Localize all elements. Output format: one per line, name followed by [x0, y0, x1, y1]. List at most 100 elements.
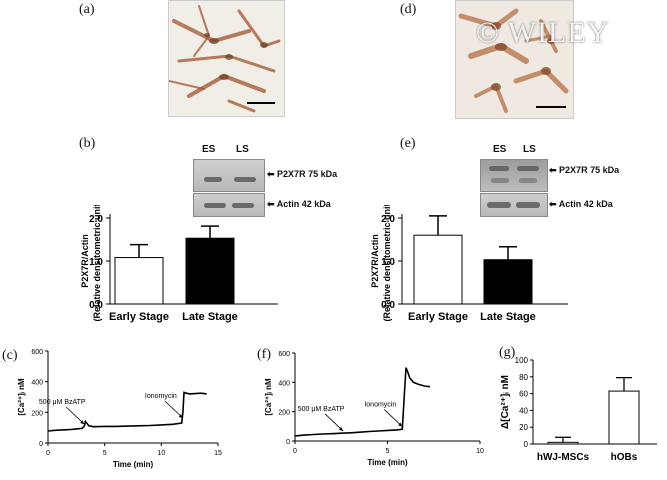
y-tick-label: 200 [31, 410, 43, 417]
panel-label-c: (c) [2, 348, 18, 363]
y-axis-label: P2X7R/Actin [370, 234, 380, 288]
blot-e-band-5 [487, 202, 511, 208]
x-tick-label: 5 [103, 450, 107, 457]
chart-f: 0 200 400 600 0 5 10 Time (min) [Ca²⁺]ᵢ nM 500 μM… [264, 351, 484, 467]
blot-e-label-p2x7r: ⬅ P2X7R 75 kDa [549, 165, 620, 175]
annotation-arrow [324, 413, 344, 432]
chart-b: 0.0 1.0 2.0 P2X7R/Actin (Relative densitomet… [80, 205, 278, 323]
blot-b-lane-ls: LS [236, 144, 249, 155]
x-category-label: hWJ-MSCs [537, 452, 590, 463]
y-tick-label: 200 [278, 410, 290, 417]
y-tick-label: 400 [278, 380, 290, 387]
bar [483, 259, 533, 305]
annotation-arrow [384, 409, 403, 427]
x-category-label: Early Stage [109, 311, 169, 323]
blot-b-label-p2x7r-text: P2X7R 75 kDa [277, 169, 338, 179]
y-axis-label: P2X7R/Actin [80, 234, 90, 288]
y-tick-label: 0 [39, 441, 43, 448]
cell-stain-image-d [458, 8, 569, 113]
x-axis-label: Time (min) [113, 460, 154, 469]
y-tick-label: 400 [31, 380, 43, 387]
y-tick-label: 20 [519, 423, 528, 432]
blot-b-band-3 [204, 203, 226, 208]
x-axis-label: Time (min) [367, 458, 408, 467]
blot-e-label-actin: ⬅ Actin 42 kDa [549, 199, 613, 209]
annotation-arrowhead [398, 422, 403, 427]
chart-g: 0 20 40 60 80 100 Δ[Ca²⁺]ᵢ nM hWJ-MSCs hOBs [500, 356, 657, 463]
blot-e-band-6 [516, 202, 540, 208]
blot-b-label-actin-text: Actin 42 kDa [276, 199, 331, 209]
y-tick-label: 80 [519, 373, 528, 382]
blot-e-lane-ls: LS [523, 144, 536, 155]
blot-e-band-3 [491, 178, 509, 183]
blot-b-band-2 [234, 177, 256, 182]
bar [413, 234, 463, 305]
chart-c: 0 200 400 600 0 5 10 15 Time (min) [Ca²⁺]ᵢ nM 500 … [17, 349, 222, 469]
y-axis-label: [Ca²⁺]ᵢ nM [17, 378, 26, 416]
y-tick-label: 0.0 [381, 300, 395, 311]
blot-e-band-1 [489, 166, 509, 171]
annotation-label: Ionomycin [145, 393, 177, 400]
y-tick-label: 1.0 [89, 257, 103, 268]
cell-stain-image-a [169, 5, 281, 113]
x-tick-label: 10 [157, 450, 165, 457]
y-tick-label: 0 [524, 440, 529, 449]
blot-e-label-actin-text: Actin 42 kDa [558, 199, 613, 209]
y-tick-label: 0 [286, 439, 290, 446]
x-tick-label: 0 [46, 450, 50, 457]
x-tick-label: 0 [293, 448, 297, 455]
blot-b-band-4 [232, 203, 254, 208]
y-axis-label: Δ[Ca²⁺]ᵢ nM [500, 375, 511, 429]
micrograph-d [455, 0, 574, 119]
annotation-label: 500 μM BzATP [298, 406, 345, 413]
y-tick-label: 100 [515, 356, 529, 365]
wiley-watermark: © WILEY [476, 16, 610, 49]
y-tick-label: 600 [31, 349, 43, 356]
y-tick-label: 2.0 [381, 214, 395, 225]
panel-label-g: (g) [499, 345, 516, 360]
blot-b-lane-es: ES [202, 144, 216, 155]
panel-label-b: (b) [79, 136, 96, 151]
x-tick-label: 15 [214, 450, 222, 457]
calcium-trace [294, 367, 431, 437]
x-category-label: Late Stage [182, 311, 238, 323]
annotation-label: Ionomycin [364, 402, 396, 409]
y-axis-label: (Relative densitometric unit) [92, 205, 102, 322]
bar [547, 441, 579, 445]
panel-label-e: (e) [400, 136, 416, 151]
blot-b-band-1 [204, 177, 222, 182]
blot-b-p2x7r-strip [193, 159, 265, 192]
micrograph-a [168, 0, 285, 117]
panel-label-f: (f) [257, 347, 271, 362]
x-category-label: Early Stage [408, 311, 468, 323]
x-category-label: hOBs [611, 452, 638, 463]
x-tick-label: 10 [476, 448, 484, 455]
annotation-label: 500 μM BzATP [39, 399, 86, 406]
blot-e-actin-strip [480, 193, 548, 217]
bar [185, 237, 235, 305]
panel-label-a: (a) [79, 2, 95, 17]
blot-e-band-2 [517, 166, 539, 171]
bar [114, 257, 164, 305]
panel-label-d: (d) [400, 2, 417, 17]
annotation-arrowhead [80, 420, 85, 425]
bar [608, 390, 640, 445]
blot-e-band-4 [519, 178, 537, 183]
blot-b-label-actin: ⬅ Actin 42 kDa [267, 199, 331, 209]
blot-e-p2x7r-strip [480, 159, 548, 192]
annotation-arrowhead [178, 414, 183, 418]
annotation-arrow [65, 406, 85, 425]
y-tick-label: 600 [278, 351, 290, 358]
y-axis-label: (Relative densitometric unit) [382, 205, 392, 322]
blot-b-actin-strip [193, 193, 265, 217]
blot-e-label-p2x7r-text: P2X7R 75 kDa [559, 165, 620, 175]
y-tick-label: 1.0 [381, 257, 395, 268]
y-tick-label: 40 [519, 406, 528, 415]
x-tick-label: 5 [386, 448, 390, 455]
calcium-trace [47, 391, 207, 432]
y-tick-label: 2.0 [89, 214, 103, 225]
blot-b-label-p2x7r: ⬅ P2X7R 75 kDa [267, 169, 338, 179]
y-tick-label: 60 [519, 390, 528, 399]
y-tick-label: 0.0 [89, 300, 103, 311]
